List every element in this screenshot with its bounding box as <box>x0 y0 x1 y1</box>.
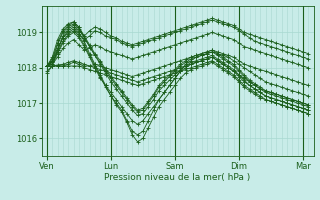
X-axis label: Pression niveau de la mer( hPa ): Pression niveau de la mer( hPa ) <box>104 173 251 182</box>
